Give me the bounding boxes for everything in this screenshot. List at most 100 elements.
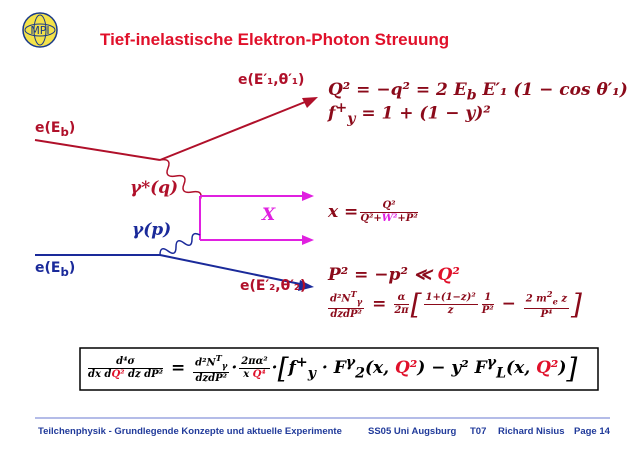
t: γ <box>356 296 363 307</box>
t: z <box>557 293 568 305</box>
label: e(E′₂,θ′₂) <box>240 278 307 294</box>
t: b <box>60 124 69 139</box>
fraction: d²NTγ dzdP² <box>328 288 365 320</box>
t: Q² <box>437 265 460 285</box>
t: · <box>271 358 278 378</box>
fraction: 2πα² x Q⁴ <box>239 356 270 381</box>
t: 1+(1−z)² <box>423 292 478 305</box>
fraction: 1 P² <box>481 292 494 317</box>
t: T <box>215 353 222 364</box>
t: Q² <box>360 200 418 213</box>
t: 2π <box>394 305 409 316</box>
fraction: α 2π <box>394 292 409 317</box>
label: e(E′₁,θ′₁) <box>238 72 305 88</box>
t: Q² = −q² = 2 E <box>328 80 467 100</box>
label: e(Eb) <box>35 120 75 139</box>
formula: f+y = 1 + (1 − y)² <box>328 100 491 127</box>
fraction: 2 m2e z P⁴ <box>523 288 570 320</box>
t: dx d <box>88 369 112 380</box>
t: d²N <box>195 357 216 369</box>
t: E′₁ (1 − cos θ′₁) <box>476 80 628 100</box>
t: (x, <box>506 358 537 378</box>
t: f <box>288 358 296 378</box>
t: e(E <box>35 120 61 136</box>
fraction: Q² Q²+W²+P² <box>360 200 418 225</box>
t: +P² <box>397 213 418 224</box>
t: = 1 + (1 − y)² <box>355 103 491 124</box>
den: dx dQ² dz dP² <box>88 369 163 381</box>
t: L <box>496 365 507 382</box>
t: Q² <box>536 358 559 378</box>
t: z <box>447 305 454 316</box>
arrow <box>302 235 314 245</box>
t: γ <box>221 360 228 371</box>
t: = <box>170 358 186 378</box>
photon <box>159 232 201 256</box>
arrow <box>302 97 318 108</box>
logo-circle <box>22 12 58 48</box>
t: Q² <box>395 358 418 378</box>
formula: P² = −p² ≪ Q² <box>328 265 460 285</box>
t: 2πα² <box>239 356 270 369</box>
t: f <box>328 103 336 124</box>
t: P⁴ <box>540 308 553 320</box>
t: ) <box>68 120 76 136</box>
label: e(Eb) <box>35 260 75 279</box>
t: · <box>231 358 238 378</box>
t: b <box>60 264 69 279</box>
t: T <box>350 289 357 300</box>
t: y <box>347 111 356 128</box>
t: dzdP² <box>195 372 228 384</box>
t: P² <box>481 305 494 316</box>
photon <box>159 158 202 201</box>
t: Q² <box>111 369 125 380</box>
label: X <box>262 205 276 225</box>
t: d⁴σ <box>88 356 164 369</box>
t: e <box>552 296 558 307</box>
logo-orbit <box>24 23 56 37</box>
title: Tief-inelastische Elektron-Photon Streuu… <box>100 30 450 49</box>
t: ) <box>68 260 76 276</box>
t: 1 <box>481 292 494 305</box>
electron-line <box>159 254 306 286</box>
den: x Q⁴ <box>239 369 269 381</box>
t: γ <box>345 354 356 371</box>
t: + <box>335 100 348 116</box>
logo-orbit <box>33 14 47 46</box>
t: · F <box>315 358 346 378</box>
label: γ(p) <box>132 220 172 240</box>
t: 2 <box>355 365 365 382</box>
t: 2 <box>546 289 553 300</box>
t: dzdP² <box>330 308 362 320</box>
footer-lecture: T07 <box>470 426 487 437</box>
t: 2 m <box>525 293 547 305</box>
label: γ*(q) <box>130 178 179 198</box>
t: dz dP² <box>124 369 164 380</box>
formula-box <box>79 347 599 391</box>
t: = <box>372 294 387 314</box>
arrow <box>298 280 314 291</box>
t: + <box>295 354 308 371</box>
num: d²NTγ <box>193 352 230 373</box>
denominator: Q²+W²+P² <box>360 213 417 225</box>
fraction: d²NTγ dzdP² <box>193 352 230 384</box>
t: y <box>307 365 316 382</box>
fraction: d⁴σ dx dQ² dz dP² <box>88 356 164 381</box>
t: d²N <box>330 293 351 305</box>
t: ) − y² F <box>417 358 487 378</box>
t: γ <box>486 354 497 371</box>
t: − <box>501 294 516 314</box>
t: α <box>394 292 409 305</box>
logo-text: MPI <box>30 24 49 37</box>
electron-line <box>34 139 161 161</box>
t: P² = −p² ≪ <box>328 265 432 285</box>
t: x = <box>328 202 359 222</box>
t: Q²+ <box>360 213 382 224</box>
footer-author: Richard Nisius <box>498 426 565 437</box>
formula: d⁴σ dx dQ² dz dP² = d²NTγ dzdP² · 2πα² x Q⁴ ·[… <box>88 352 578 385</box>
formula: x = Q² Q²+W²+P² <box>328 200 420 225</box>
electron-line <box>159 99 311 161</box>
t: b <box>466 87 477 104</box>
